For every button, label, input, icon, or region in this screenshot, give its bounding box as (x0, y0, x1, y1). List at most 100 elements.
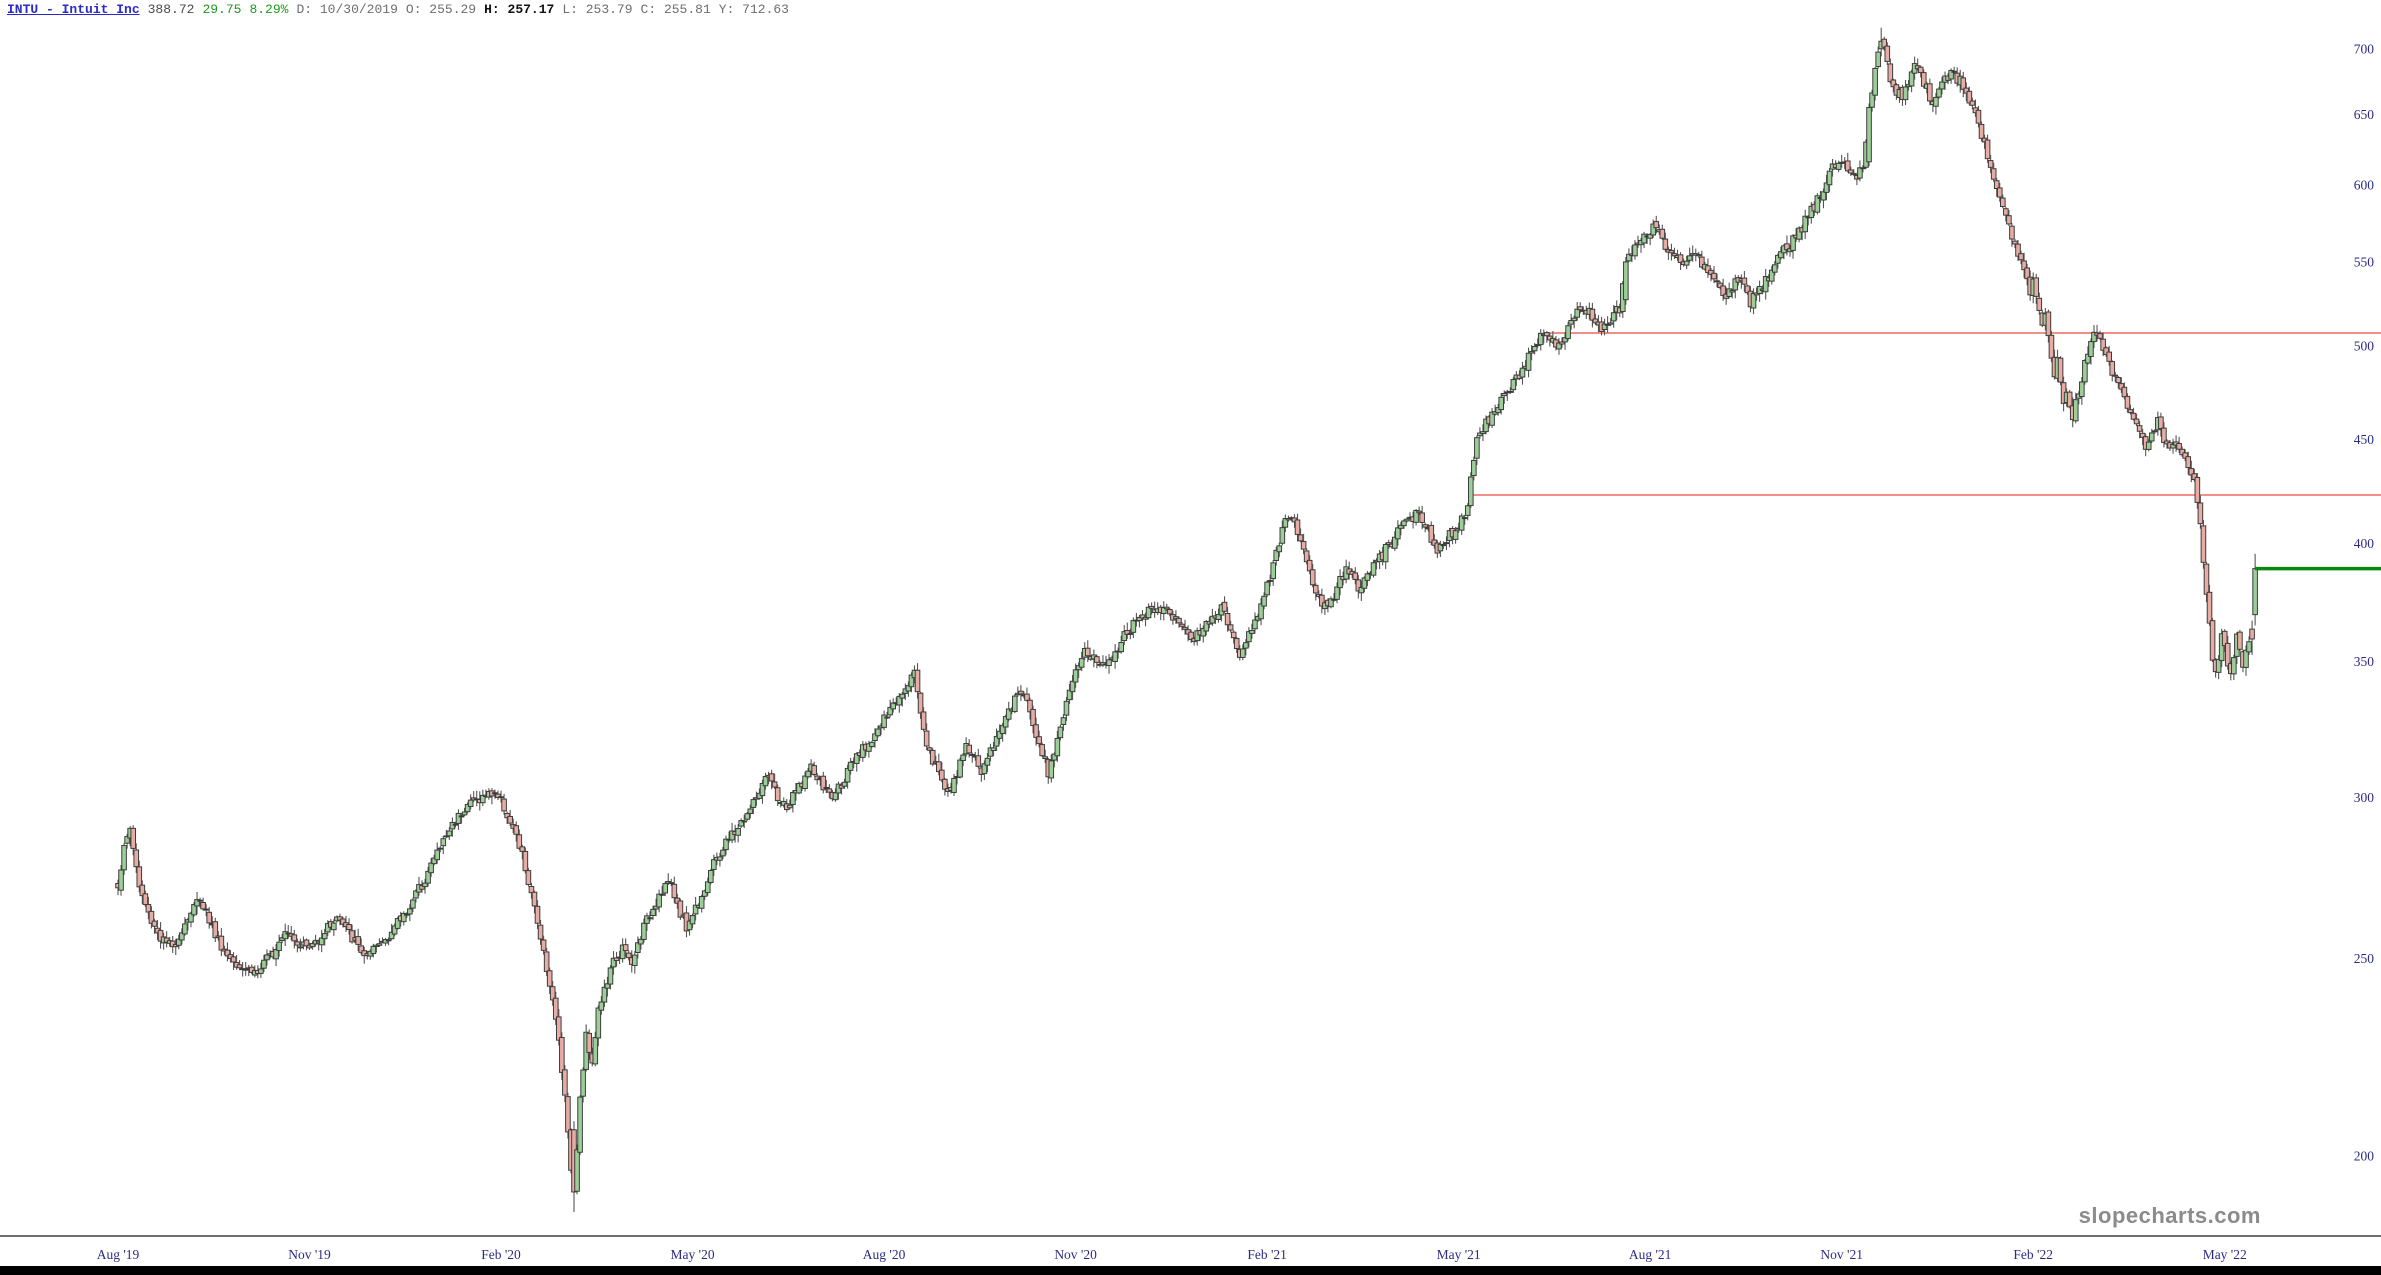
candle[interactable] (635, 936, 641, 959)
candle[interactable] (1796, 226, 1802, 243)
candle[interactable] (1036, 730, 1042, 748)
candle[interactable] (592, 1031, 599, 1067)
candle[interactable] (1653, 215, 1660, 234)
candle[interactable] (1525, 347, 1532, 378)
candle[interactable] (1395, 520, 1401, 546)
candle[interactable] (1577, 302, 1584, 314)
candle[interactable] (124, 833, 130, 849)
candle[interactable] (2148, 428, 2155, 444)
candle[interactable] (1756, 280, 1763, 302)
candle[interactable] (1480, 424, 1486, 442)
candle[interactable] (1495, 403, 1501, 416)
candle[interactable] (1121, 625, 1128, 645)
candle[interactable] (1948, 68, 1954, 84)
candle[interactable] (1221, 596, 1228, 614)
candle[interactable] (1820, 188, 1827, 209)
candle[interactable] (169, 936, 176, 954)
candle[interactable] (1887, 58, 1894, 84)
candle[interactable] (528, 882, 535, 899)
candle[interactable] (2215, 655, 2222, 680)
candle[interactable] (2161, 422, 2167, 448)
candle[interactable] (1069, 674, 1076, 700)
candle[interactable] (1048, 754, 1055, 783)
candle[interactable] (1975, 105, 1982, 128)
candle[interactable] (917, 691, 924, 719)
candle[interactable] (197, 897, 203, 908)
candle[interactable] (1233, 636, 1240, 654)
candle[interactable] (1094, 654, 1100, 669)
candle[interactable] (1312, 583, 1319, 601)
candle[interactable] (607, 965, 614, 990)
candle[interactable] (1987, 154, 1994, 174)
candle[interactable] (1802, 209, 1809, 239)
candle[interactable] (1559, 337, 1565, 348)
candle[interactable] (1364, 571, 1371, 586)
candle[interactable] (729, 822, 735, 844)
candle[interactable] (625, 950, 632, 961)
candle[interactable] (823, 780, 830, 794)
candle[interactable] (1835, 160, 1842, 173)
candle[interactable] (1060, 714, 1067, 731)
candle[interactable] (2185, 451, 2192, 475)
candle[interactable] (1498, 392, 1505, 415)
candle[interactable] (2130, 407, 2137, 421)
candle[interactable] (1589, 302, 1596, 328)
candle[interactable] (1884, 42, 1891, 65)
candle[interactable] (747, 804, 754, 819)
candle[interactable] (1136, 615, 1143, 628)
candle[interactable] (2057, 356, 2064, 386)
candle[interactable] (556, 1009, 562, 1046)
candle[interactable] (1306, 555, 1313, 575)
candle[interactable] (546, 967, 553, 994)
candle[interactable] (176, 934, 182, 950)
candle[interactable] (2224, 635, 2231, 670)
candle[interactable] (1224, 606, 1231, 632)
candle[interactable] (1352, 567, 1359, 585)
candle[interactable] (1267, 574, 1273, 587)
candle[interactable] (1337, 569, 1343, 596)
candle[interactable] (2003, 206, 2009, 222)
candle[interactable] (1963, 82, 1970, 102)
candle[interactable] (2045, 309, 2052, 343)
candle[interactable] (1145, 603, 1152, 620)
candle[interactable] (552, 991, 559, 1026)
candle[interactable] (1708, 267, 1714, 282)
candle[interactable] (920, 707, 927, 732)
candle[interactable] (498, 790, 504, 803)
candle[interactable] (2221, 629, 2228, 652)
candle[interactable] (206, 907, 212, 929)
candle[interactable] (1790, 234, 1796, 259)
candle[interactable] (811, 761, 817, 777)
candle[interactable] (881, 710, 887, 731)
candle[interactable] (1240, 644, 1246, 661)
candle[interactable] (644, 912, 650, 931)
candle[interactable] (1851, 169, 1857, 177)
candle[interactable] (373, 943, 380, 953)
candle[interactable] (1844, 152, 1851, 173)
candle[interactable] (1264, 580, 1270, 598)
candle[interactable] (1227, 620, 1234, 633)
candle[interactable] (121, 842, 127, 875)
candle[interactable] (750, 797, 757, 815)
candle[interactable] (1039, 742, 1045, 758)
candle[interactable] (975, 748, 982, 769)
candle[interactable] (1416, 506, 1422, 516)
candle[interactable] (1993, 177, 2000, 197)
candle[interactable] (744, 811, 751, 821)
candle[interactable] (604, 976, 611, 997)
candle[interactable] (1012, 693, 1018, 714)
candle[interactable] (1717, 281, 1723, 290)
candle[interactable] (188, 911, 194, 928)
candle[interactable] (248, 964, 255, 975)
candle[interactable] (1179, 622, 1185, 631)
candle[interactable] (1355, 575, 1362, 599)
candle[interactable] (787, 799, 793, 810)
candle[interactable] (1562, 332, 1568, 350)
candle[interactable] (370, 943, 377, 958)
candle[interactable] (2158, 412, 2164, 437)
candle[interactable] (1468, 472, 1474, 509)
candle[interactable] (613, 951, 620, 967)
candle[interactable] (838, 782, 845, 795)
candle[interactable] (595, 1005, 602, 1047)
